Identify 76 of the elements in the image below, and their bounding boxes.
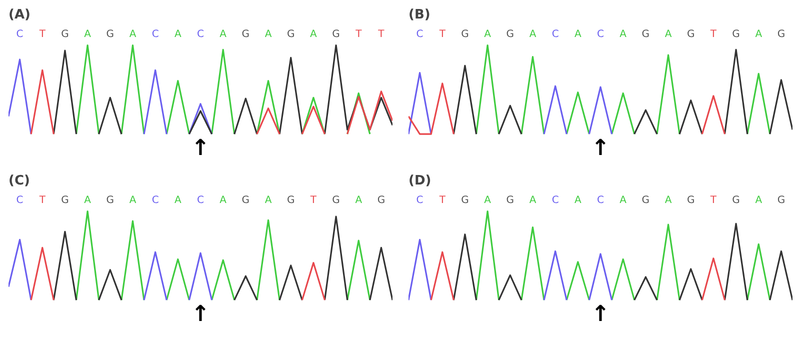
x-tick-label: A	[574, 194, 582, 206]
x-tick-label: T	[709, 28, 718, 40]
x-tick-label: C	[197, 194, 204, 206]
x-tick-label: C	[416, 28, 424, 40]
x-tick-label: C	[16, 28, 24, 40]
x-tick-label: G	[106, 28, 114, 40]
x-tick-label: A	[664, 194, 672, 206]
chart-title: (C)	[8, 174, 30, 188]
x-tick-label: A	[84, 28, 92, 40]
x-tick-label: G	[642, 194, 650, 206]
x-tick-label: A	[264, 194, 272, 206]
x-tick-label: G	[377, 194, 386, 206]
x-tick-label: A	[484, 28, 492, 40]
x-tick-label: T	[309, 194, 318, 206]
x-tick-label: A	[220, 194, 227, 206]
x-tick-label: G	[732, 194, 740, 206]
x-tick-label: G	[242, 28, 250, 40]
x-tick-label: A	[529, 194, 536, 206]
x-tick-label: A	[129, 28, 136, 40]
chart-title: (B)	[408, 8, 430, 22]
x-tick-label: T	[38, 194, 46, 206]
x-tick-label: C	[16, 194, 24, 206]
x-tick-label: G	[461, 28, 469, 40]
x-tick-label: G	[242, 194, 250, 206]
x-tick-label: T	[38, 28, 46, 40]
x-tick-label: A	[174, 194, 182, 206]
x-tick-label: A	[620, 194, 627, 206]
x-tick-label: A	[529, 28, 536, 40]
x-tick-label: G	[61, 194, 69, 206]
x-tick-label: C	[552, 28, 559, 40]
x-tick-label: A	[755, 28, 762, 40]
x-tick-label: G	[777, 194, 786, 206]
x-tick-label: A	[174, 28, 182, 40]
x-tick-label: A	[574, 28, 582, 40]
x-tick-label: G	[461, 194, 469, 206]
x-tick-label: A	[310, 28, 318, 40]
x-tick-label: G	[506, 28, 514, 40]
x-tick-label: C	[597, 194, 604, 206]
x-tick-label: A	[264, 28, 272, 40]
x-tick-label: C	[552, 194, 559, 206]
x-tick-label: T	[709, 194, 718, 206]
x-tick-label: G	[332, 194, 340, 206]
x-tick-label: A	[220, 28, 227, 40]
x-tick-label: A	[484, 194, 492, 206]
x-tick-label: A	[620, 28, 627, 40]
x-tick-label: C	[152, 28, 159, 40]
x-tick-label: G	[61, 28, 69, 40]
x-tick-label: T	[438, 194, 446, 206]
x-tick-label: A	[84, 194, 92, 206]
x-tick-label: G	[686, 28, 695, 40]
x-tick-label: T	[438, 28, 446, 40]
x-tick-label: C	[197, 28, 204, 40]
x-tick-label: T	[377, 28, 386, 40]
chart-title: (A)	[8, 8, 30, 22]
x-tick-label: C	[152, 194, 159, 206]
text: ↑	[191, 302, 210, 327]
x-tick-label: A	[664, 28, 672, 40]
x-tick-label: C	[597, 28, 604, 40]
x-tick-label: G	[106, 194, 114, 206]
x-tick-label: G	[642, 28, 650, 40]
text: ↑	[191, 136, 210, 161]
x-tick-label: C	[416, 194, 424, 206]
x-tick-label: G	[686, 194, 695, 206]
chart-title: (D)	[408, 174, 432, 188]
x-tick-label: A	[129, 194, 136, 206]
x-tick-label: G	[286, 28, 295, 40]
x-tick-label: G	[732, 28, 740, 40]
x-tick-label: G	[777, 28, 786, 40]
text: ↑	[591, 136, 610, 161]
text: ↑	[591, 302, 610, 327]
x-tick-label: T	[354, 28, 363, 40]
x-tick-label: G	[506, 194, 514, 206]
x-tick-label: G	[286, 194, 295, 206]
x-tick-label: G	[332, 28, 340, 40]
x-tick-label: A	[355, 194, 362, 206]
x-tick-label: A	[755, 194, 762, 206]
